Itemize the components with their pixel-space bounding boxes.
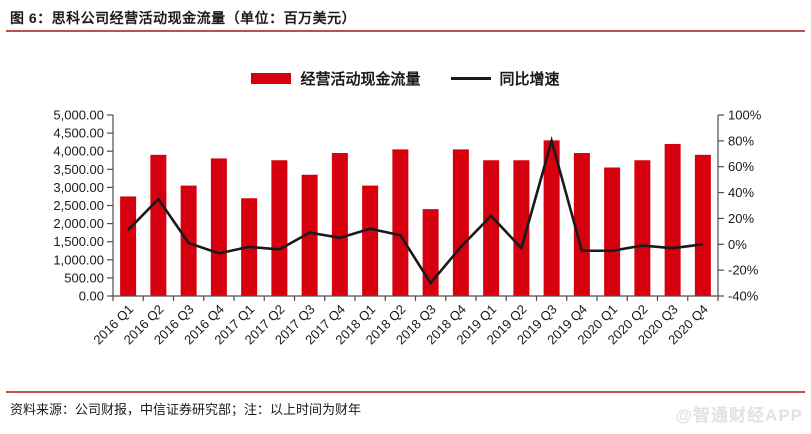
cashflow-bar-2016-q4 [210,158,227,296]
cashflow-bar-2020-q3 [664,143,681,296]
left-tick-label: 500.00 [64,270,104,285]
left-tick-label: 2,000.00 [53,216,104,231]
growth-line [127,136,704,286]
legend-item-growth: 同比增速 [450,68,560,89]
source-note: 资料来源：公司财报，中信证券研究部；注：以上时间为财年 [10,402,362,417]
right-tick-label: 0% [728,237,747,252]
watermark: @智通财经APP [675,406,803,425]
left-tick-label: 1,000.00 [53,252,104,267]
left-tick-label: 2,500.00 [53,198,104,213]
cashflow-bar-2020-q4 [694,154,711,296]
cashflow-bar-2018-q4 [452,149,469,296]
cashflow-bar-2017-q2 [271,160,288,296]
footer-rule [6,391,805,393]
cashflow-bar-2019-q1 [483,160,500,296]
left-tick-label: 3,500.00 [53,162,104,177]
chart-legend: 经营活动现金流量 同比增速 [0,68,811,89]
left-tick-label: 1,500.00 [53,234,104,249]
right-tick-label: 100% [728,108,762,123]
title-underline [6,30,805,32]
cashflow-bar-2018-q1 [362,185,379,296]
line-series-swatch-icon [450,77,491,80]
left-tick-label: 4,500.00 [53,126,104,141]
right-tick-label: -20% [728,263,759,278]
legend-item-cashflow: 经营活动现金流量 [251,68,421,89]
cashflow-bar-2018-q3 [422,209,439,296]
cashflow-bar-2020-q2 [634,160,651,296]
figure-title: 图 6：思科公司经营活动现金流量（单位：百万美元） [10,10,357,26]
cashflow-bar-2016-q2 [150,154,167,296]
cashflow-bar-2016-q1 [120,196,137,296]
right-tick-label: 20% [728,211,754,226]
cashflow-bar-2019-q4 [573,153,590,296]
left-tick-label: 0.00 [79,289,104,304]
cashflow-bar-2019-q3 [543,140,560,296]
cashflow-bar-2020-q1 [604,167,621,296]
cashflow-bar-2019-q2 [513,160,530,296]
cashflow-bar-2018-q2 [392,149,409,296]
cashflow-bar-2017-q4 [331,153,348,296]
right-tick-label: 40% [728,185,754,200]
cashflow-bar-2017-q3 [301,174,318,296]
bar-series-swatch-icon [251,73,292,84]
legend-label-growth: 同比增速 [499,71,560,88]
right-tick-label: 60% [728,159,754,174]
right-tick-label: 80% [728,133,754,148]
left-tick-label: 5,000.00 [53,108,104,123]
left-tick-label: 3,000.00 [53,180,104,195]
legend-label-cashflow: 经营活动现金流量 [300,71,421,88]
right-tick-label: -40% [728,289,759,304]
left-tick-label: 4,000.00 [53,144,104,159]
